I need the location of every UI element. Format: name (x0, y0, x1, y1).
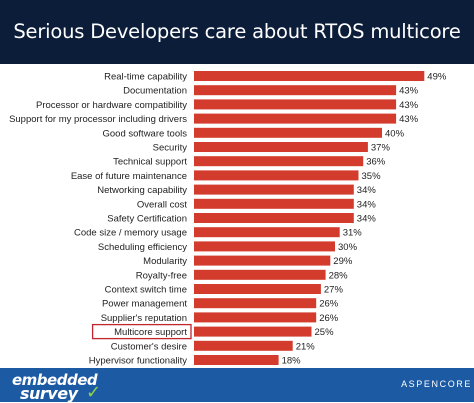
category-label: Networking capability (97, 185, 187, 196)
category-label: Modularity (143, 256, 187, 267)
bar (194, 127, 382, 138)
footer-banner: embedded survey ✓ ASPENCORE (0, 368, 474, 403)
data-label: 43% (399, 100, 419, 111)
data-label: 36% (366, 157, 386, 168)
bar-chart: Real-time capability 49% Documentation 43% P… (9, 71, 447, 367)
bar (194, 184, 354, 195)
data-label: 40% (385, 128, 405, 139)
data-label: 30% (338, 242, 358, 253)
highlight-box (91, 323, 192, 340)
bar (194, 142, 368, 152)
brand-name: ASPENCORE (401, 379, 472, 389)
data-label: 28% (329, 270, 349, 281)
category-label: Royalty-free (136, 270, 187, 281)
data-label: 27% (324, 285, 344, 296)
bar (194, 326, 312, 337)
data-label: 43% (399, 86, 419, 97)
bar (194, 298, 317, 309)
category-label: Hypervisor functionality (89, 356, 187, 367)
category-label: Processor or hardware compatibility (36, 100, 187, 111)
title-banner: Serious Developers care about RTOS multi… (0, 0, 474, 64)
category-label: Technical support (113, 157, 187, 168)
category-label: Support for my processor including drive… (9, 114, 187, 125)
survey-logo-line1: embedded (12, 371, 98, 389)
data-label: 29% (333, 256, 353, 267)
bar (194, 71, 425, 81)
chart-title: Serious Developers care about RTOS multi… (13, 20, 461, 43)
category-label: Customer's desire (111, 341, 187, 352)
bar (194, 198, 354, 209)
bar (194, 255, 331, 266)
bar (194, 113, 397, 124)
bar (194, 355, 279, 365)
data-label: 37% (371, 143, 391, 154)
category-label: Security (153, 143, 188, 154)
category-label: Multicore support (114, 327, 187, 338)
category-label: Safety Certification (107, 214, 187, 225)
bar (194, 241, 335, 252)
category-label: Documentation (123, 86, 187, 97)
survey-logo-line2: survey (20, 384, 78, 403)
bar (194, 213, 354, 223)
category-label: Ease of future maintenance (71, 171, 187, 182)
data-label: 21% (296, 341, 316, 352)
checkmark-icon: ✓ (86, 382, 102, 402)
bar (194, 312, 317, 323)
data-label: 49% (427, 72, 447, 83)
bar (194, 170, 359, 181)
category-label: Real-time capability (104, 72, 187, 83)
bar (194, 85, 397, 96)
category-label: Supplier's reputation (101, 313, 187, 324)
data-label: 31% (343, 228, 363, 239)
category-label: Scheduling efficiency (98, 242, 187, 253)
data-label: 25% (315, 327, 335, 338)
data-label: 34% (357, 185, 377, 196)
data-label: 35% (362, 171, 382, 182)
data-label: 18% (282, 356, 302, 367)
data-label: 34% (357, 199, 377, 210)
data-label: 26% (319, 299, 339, 310)
data-label: 43% (399, 114, 419, 125)
category-label: Code size / memory usage (74, 228, 187, 239)
bar (194, 227, 340, 238)
bar (194, 99, 397, 110)
data-label: 34% (357, 214, 377, 225)
bar (194, 284, 321, 294)
bar (194, 340, 293, 351)
data-label: 26% (319, 313, 339, 324)
category-label: Good software tools (103, 128, 188, 139)
bar (194, 156, 364, 167)
bar (194, 269, 326, 280)
category-label: Context switch time (105, 285, 187, 296)
category-label: Power management (102, 299, 187, 310)
category-label: Overall cost (137, 199, 188, 210)
